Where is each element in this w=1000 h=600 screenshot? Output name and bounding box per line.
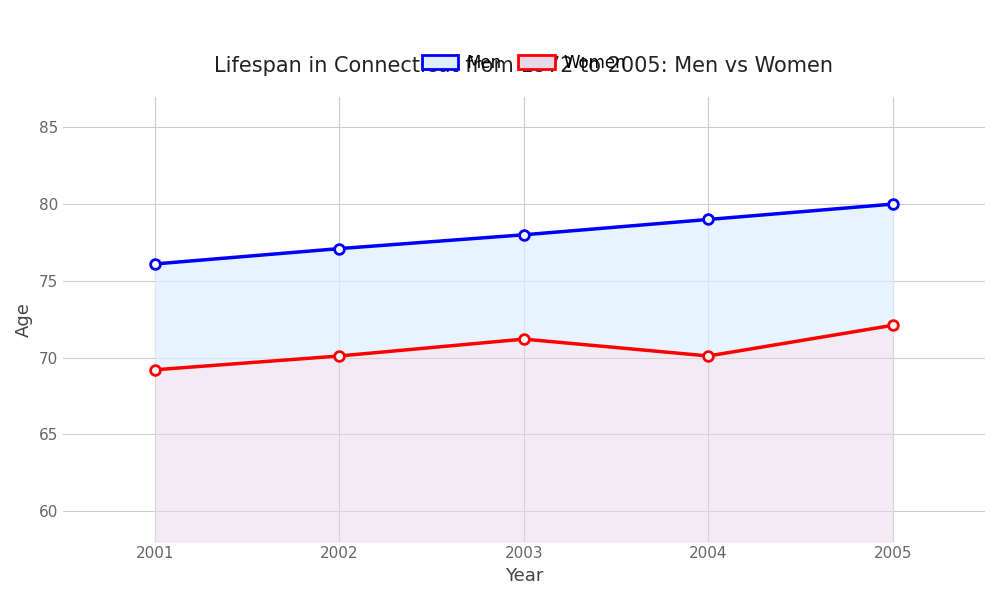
Legend: Men, Women: Men, Women — [415, 47, 633, 79]
Title: Lifespan in Connecticut from 1972 to 2005: Men vs Women: Lifespan in Connecticut from 1972 to 200… — [214, 56, 833, 76]
Y-axis label: Age: Age — [15, 302, 33, 337]
X-axis label: Year: Year — [505, 567, 543, 585]
